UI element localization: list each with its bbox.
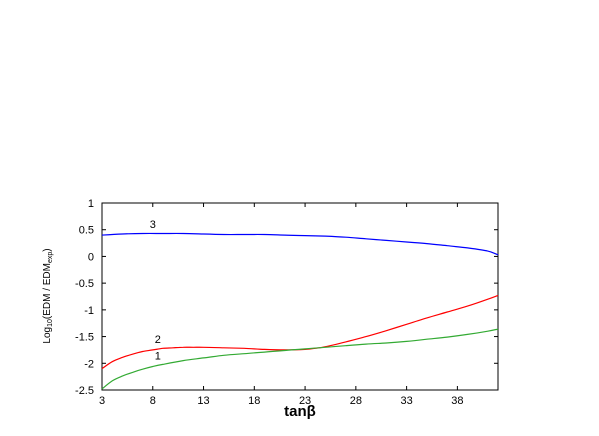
y-axis-title-prefix: Log	[42, 327, 53, 344]
curve-label-3: 3	[150, 219, 156, 231]
x-tick-label: 13	[197, 395, 209, 407]
y-axis-title-suffix: )	[42, 248, 53, 251]
x-tick-label: 33	[400, 395, 412, 407]
y-tick-label: -1.5	[75, 332, 94, 344]
x-axis-title: tanβ	[284, 403, 316, 420]
y-tick-label: -0.5	[75, 278, 94, 290]
y-axis-title-main-sub: exp	[47, 252, 54, 263]
x-tick-label: 18	[248, 395, 260, 407]
y-tick-label: -2.5	[75, 385, 94, 397]
series-line-2	[101, 294, 499, 370]
series-line-3	[101, 232, 499, 256]
plot-frame	[101, 202, 499, 391]
y-tick-label: 0.5	[79, 225, 94, 237]
curve-label-1: 1	[155, 351, 161, 363]
x-tick-label: 3	[99, 395, 105, 407]
y-axis-title-main: (EDM / EDM	[42, 263, 53, 319]
series-line-1	[101, 328, 499, 390]
y-tick-label: 1	[88, 198, 94, 210]
x-tick-label: 8	[150, 395, 156, 407]
y-tick-label: -2	[84, 358, 94, 370]
y-tick-label: 0	[88, 251, 94, 263]
series-layer	[101, 232, 499, 390]
x-tick-label: 38	[451, 395, 463, 407]
curve-labels: 3 2 1	[150, 219, 161, 362]
y-axis-title: Log10(EDM / EDMexp)	[42, 248, 54, 343]
y-axis-title-prefix-sub: 10	[47, 319, 54, 327]
curve-label-2: 2	[155, 334, 161, 346]
x-tick-label: 23	[299, 395, 311, 407]
y-tick-label: -1	[84, 305, 94, 317]
x-tick-label: 28	[350, 395, 362, 407]
